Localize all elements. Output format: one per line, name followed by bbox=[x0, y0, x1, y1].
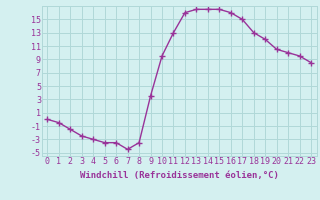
X-axis label: Windchill (Refroidissement éolien,°C): Windchill (Refroidissement éolien,°C) bbox=[80, 171, 279, 180]
